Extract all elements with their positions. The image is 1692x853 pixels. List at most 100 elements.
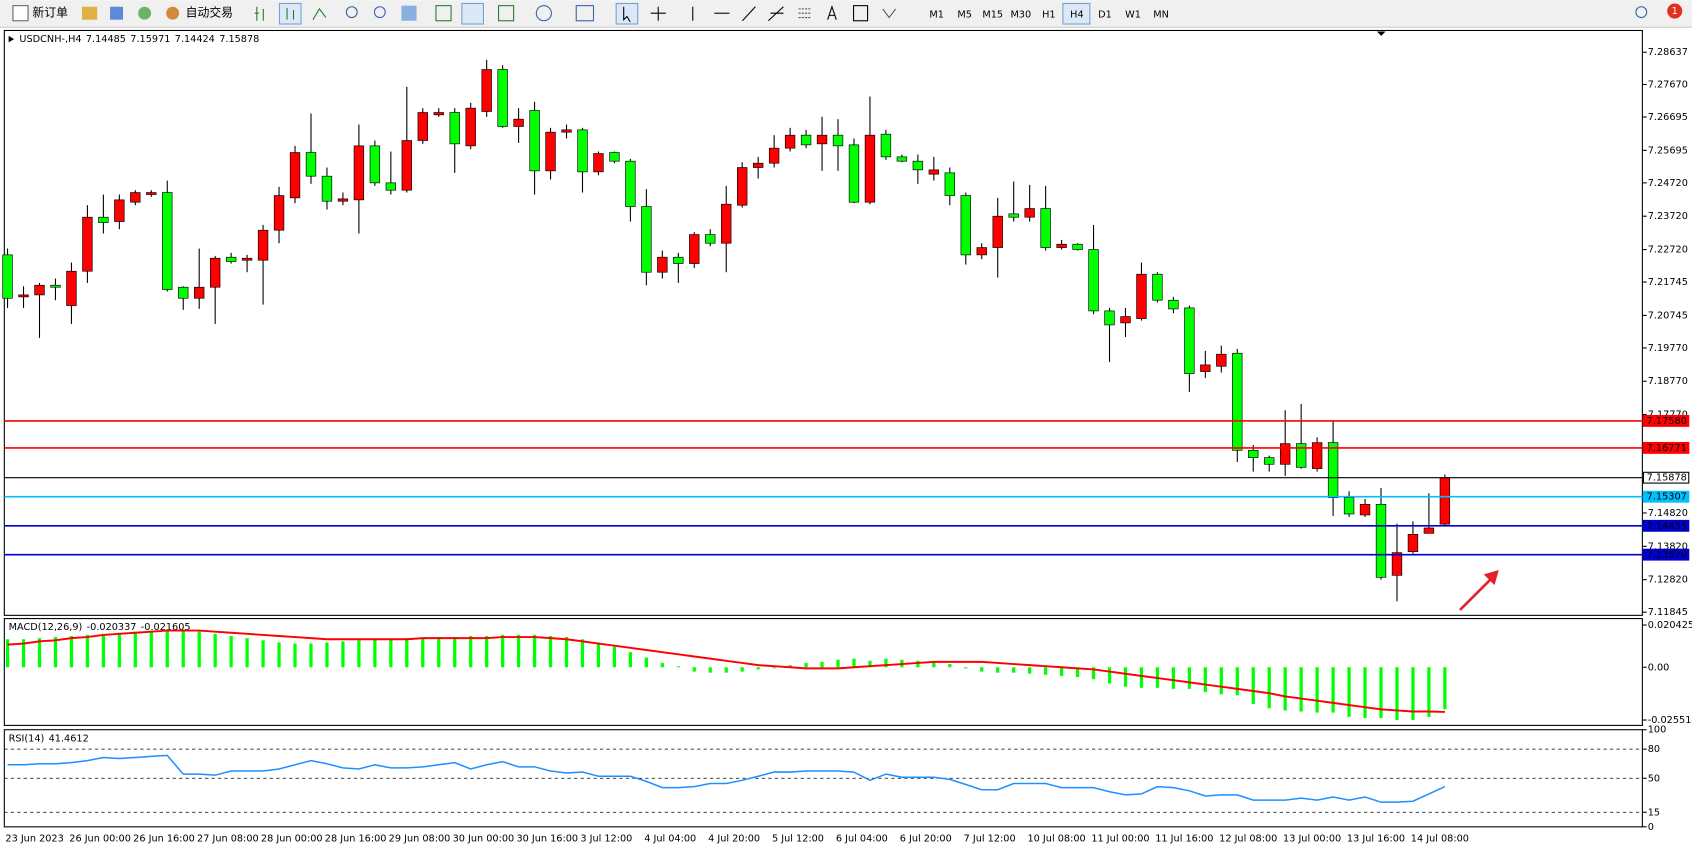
x-tick-label: 6 Jul 20:00 xyxy=(900,834,952,845)
timeframe-button[interactable]: M15 xyxy=(982,9,1003,20)
x-tick-label: 4 Jul 20:00 xyxy=(708,834,760,845)
y-tick-label: 80 xyxy=(1648,744,1660,755)
toolbar-bg xyxy=(0,0,1692,28)
channel-button[interactable] xyxy=(767,6,784,22)
zoom-out[interactable] xyxy=(373,6,386,19)
candle-body xyxy=(337,198,349,202)
indicators-button[interactable] xyxy=(497,5,515,22)
periods-button[interactable] xyxy=(535,5,552,22)
chart-tools[interactable] xyxy=(254,2,327,25)
x-tick-label: 14 Jul 08:00 xyxy=(1411,834,1469,845)
y-tick-label: 100 xyxy=(1648,725,1667,736)
macd-bar xyxy=(1395,667,1399,721)
trendline-button[interactable] xyxy=(742,6,756,22)
timeframe-button[interactable]: H1 xyxy=(1042,9,1055,20)
macd-header: MACD(12,26,9) -0.020337 -0.021605 xyxy=(9,622,191,633)
candle-button[interactable] xyxy=(278,2,302,25)
new-order-icon[interactable] xyxy=(12,5,29,22)
candle-body xyxy=(561,129,572,133)
candle-body xyxy=(689,234,700,264)
macd-bar xyxy=(1107,667,1112,684)
macd-bar xyxy=(1315,667,1319,713)
templates-button[interactable] xyxy=(575,5,595,22)
macd-bar xyxy=(437,637,441,668)
low: 7.14424 xyxy=(175,34,215,45)
zoom-in[interactable] xyxy=(345,6,358,19)
timeframe-button[interactable]: H4 xyxy=(1070,9,1083,20)
macd-bar xyxy=(405,638,409,668)
auto-trading-icon[interactable] xyxy=(166,6,180,20)
timeframe-button[interactable]: D1 xyxy=(1098,9,1112,20)
candle-body xyxy=(1232,352,1243,451)
macd-signal-line xyxy=(7,629,1445,713)
macd-bar xyxy=(181,630,185,668)
price-label-box xyxy=(1642,415,1690,427)
tool-icon[interactable] xyxy=(138,6,152,20)
macd-bar xyxy=(213,633,217,668)
timeframe-button[interactable]: W1 xyxy=(1125,9,1141,20)
line-button[interactable] xyxy=(312,7,327,20)
symbol-marker xyxy=(8,35,15,43)
auto-trading-button[interactable]: 自动交易 xyxy=(186,6,233,20)
macd-bar xyxy=(1443,667,1447,710)
fibo-button[interactable] xyxy=(798,8,812,19)
tool-icon[interactable] xyxy=(82,6,98,20)
rsi-line xyxy=(7,754,1446,803)
macd-bar xyxy=(884,658,888,668)
timeframe-button[interactable]: M5 xyxy=(957,9,972,20)
arrows-button[interactable] xyxy=(882,8,897,19)
macd-bar xyxy=(564,637,569,668)
candle-body xyxy=(1439,477,1451,525)
shift-button[interactable] xyxy=(461,2,484,25)
candle-body xyxy=(545,131,556,172)
macd-bar xyxy=(1379,667,1383,718)
candle-body xyxy=(1327,442,1339,498)
candle-body xyxy=(401,140,412,191)
macd-bar xyxy=(916,660,920,668)
timeframe-button[interactable]: M30 xyxy=(1010,9,1031,20)
text-button[interactable] xyxy=(827,5,837,20)
macd-bar xyxy=(1411,667,1415,720)
label-button[interactable] xyxy=(853,5,869,22)
tile-button[interactable] xyxy=(401,5,417,21)
candle-body xyxy=(705,234,716,244)
x-tick-label: 13 Jul 00:00 xyxy=(1283,834,1341,845)
candle-body xyxy=(800,134,812,146)
macd-bar xyxy=(21,639,26,668)
autoscroll-button[interactable] xyxy=(435,5,452,22)
candle-body xyxy=(130,192,141,203)
search-button[interactable] xyxy=(1635,6,1648,19)
x-tick-label: 27 Jun 08:00 xyxy=(197,834,259,845)
bar-chart-button[interactable] xyxy=(254,6,264,21)
y-tick-label: 7.19770 xyxy=(1648,343,1688,354)
macd-bar xyxy=(1028,667,1032,674)
macd-signal: -0.021605 xyxy=(141,622,191,633)
timeframe-button[interactable]: M1 xyxy=(929,9,944,20)
y-tick-label: 0 xyxy=(1648,822,1654,833)
tool-icon[interactable] xyxy=(110,6,124,20)
macd-bar xyxy=(804,662,808,668)
notification-badge[interactable] xyxy=(1667,3,1683,19)
candle-body xyxy=(465,107,476,147)
new-order-button[interactable]: 新订单 xyxy=(32,6,68,20)
y-tick-label: 7.12820 xyxy=(1648,575,1688,586)
candle-body xyxy=(976,247,987,256)
active-timeframe xyxy=(1062,2,1091,25)
timeframe-button[interactable]: MN xyxy=(1153,9,1169,20)
y-tick-label: -0.025514 xyxy=(1648,715,1692,726)
price-label: 7.16771 xyxy=(1647,443,1687,454)
macd-bar xyxy=(532,634,537,668)
candle-body xyxy=(721,203,732,244)
x-tick-label: 29 Jun 08:00 xyxy=(389,834,451,845)
crosshair-button[interactable] xyxy=(650,6,666,21)
candle-body xyxy=(1088,249,1099,312)
price-label-box xyxy=(1642,519,1690,532)
price-label-box xyxy=(1642,441,1690,454)
candle-body xyxy=(1343,497,1355,515)
cursor-button[interactable] xyxy=(615,2,639,25)
candle-body xyxy=(66,270,77,306)
y-tick-label: 7.22720 xyxy=(1648,245,1688,256)
macd-bar xyxy=(389,639,393,668)
y-tick-label: 7.13820 xyxy=(1648,541,1688,552)
